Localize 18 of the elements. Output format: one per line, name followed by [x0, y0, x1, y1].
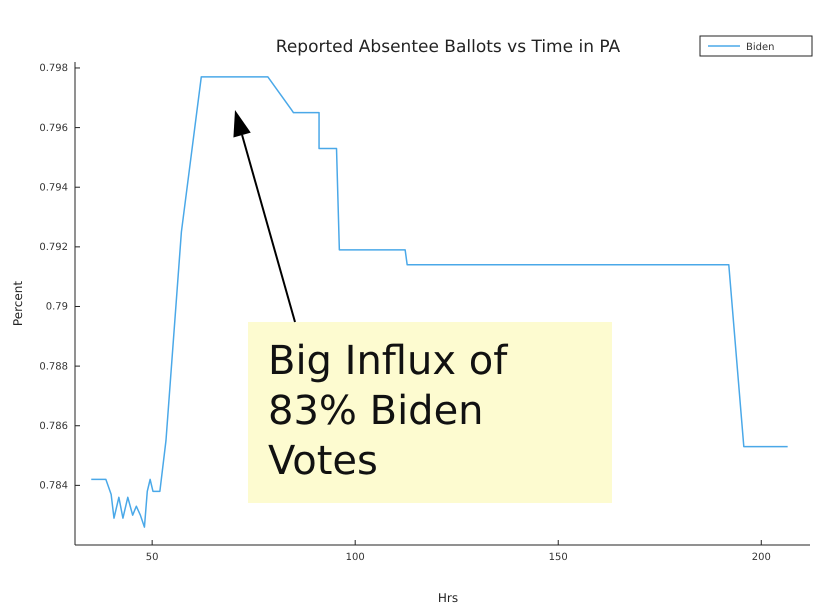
y-tick-label: 0.786 — [39, 420, 68, 432]
x-tick-label: 100 — [346, 552, 365, 563]
y-tick-label: 0.798 — [39, 63, 68, 74]
x-tick-label: 50 — [146, 552, 159, 563]
y-tick-label: 0.792 — [39, 242, 68, 254]
line-series — [90, 76, 788, 528]
x-tick-label: 200 — [752, 552, 771, 563]
x-tick-label: 150 — [548, 552, 568, 563]
y-tick-label: 0.784 — [39, 480, 68, 492]
y-axis-title: Percent — [11, 280, 25, 326]
y-tick-label: 0.794 — [39, 182, 68, 194]
y-tick-label: 0.788 — [39, 361, 68, 372]
legend-label: Biden — [746, 42, 774, 53]
y-tick-label: 0.796 — [39, 122, 68, 134]
annotation: Big Influx of 83% Biden Votes — [268, 338, 508, 484]
chart-title: Reported Absentee Ballots vs Time in PA — [276, 37, 621, 57]
y-tick-label: 0.79 — [46, 302, 68, 313]
x-axis-title: Hrs — [438, 591, 458, 605]
